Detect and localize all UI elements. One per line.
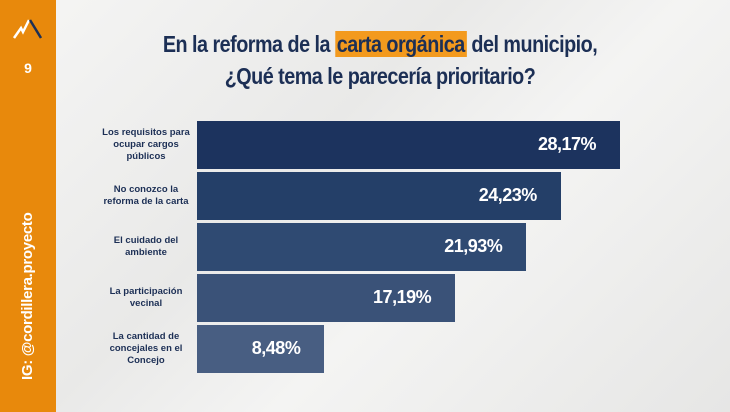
category-label: Los requisitos para ocupar cargos públic… bbox=[102, 127, 190, 162]
bar: 17,19% bbox=[197, 274, 456, 322]
bar: 28,17% bbox=[197, 121, 620, 169]
value-label: 17,19% bbox=[373, 287, 432, 307]
bar: 8,48% bbox=[197, 325, 325, 373]
category-label: No conozco la reforma de la carta bbox=[103, 184, 189, 207]
value-label: 8,48% bbox=[251, 338, 301, 358]
title-part: del municipio, ¿Qué tema le parecería pr… bbox=[224, 31, 598, 89]
chart-title: En la reforma de la carta orgánica del m… bbox=[139, 28, 621, 92]
title-highlight: carta orgánica bbox=[334, 31, 467, 57]
sidebar: 9 IG: @cordillera.proyecto bbox=[0, 0, 56, 412]
instagram-handle: IG: @cordillera.proyecto bbox=[19, 212, 36, 380]
value-label: 21,93% bbox=[444, 236, 503, 256]
page-number: 9 bbox=[24, 60, 32, 76]
category-label: La cantidad de concejales en el Concejo bbox=[109, 331, 183, 366]
bar: 24,23% bbox=[197, 172, 561, 220]
mountain-logo-icon bbox=[12, 19, 43, 39]
value-label: 28,17% bbox=[537, 134, 597, 154]
value-label: 24,23% bbox=[478, 185, 538, 205]
title-part: En la reforma de la bbox=[162, 31, 335, 57]
category-label: El cuidado del ambiente bbox=[113, 235, 179, 258]
category-label: La participación vecinal bbox=[109, 286, 183, 309]
bar: 21,93% bbox=[197, 223, 527, 271]
